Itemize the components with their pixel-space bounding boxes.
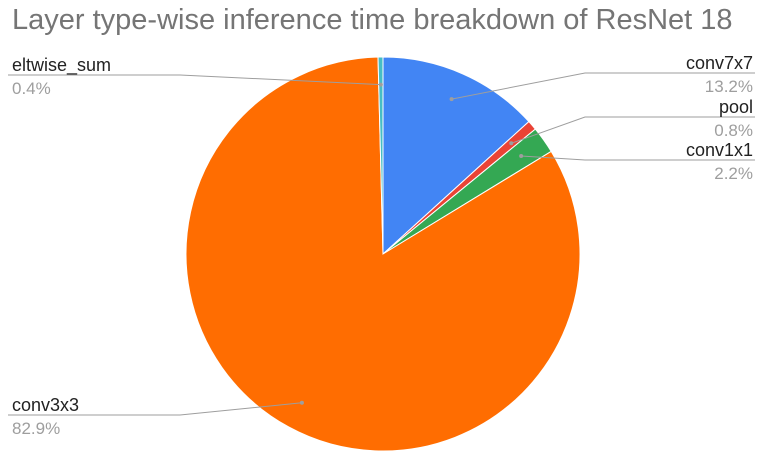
- chart-title: Layer type-wise inference time breakdown…: [12, 4, 733, 36]
- leader-line-eltwise-sum: [8, 74, 381, 86]
- slice-label-eltwise-sum: eltwise_sum: [12, 55, 111, 76]
- leader-line-conv1x1: [521, 155, 755, 161]
- slice-value-pool: 0.8%: [714, 121, 753, 140]
- leader-line-pool: [511, 116, 755, 144]
- pie-slice-conv7x7: [382, 56, 530, 256]
- slice-label-conv3x3: conv3x3: [12, 395, 79, 415]
- slice-value-eltwise-sum: 0.4%: [12, 79, 51, 98]
- slice-value-conv3x3: 82.9%: [12, 419, 60, 438]
- slice-label-conv7x7: conv7x7: [686, 53, 753, 73]
- slice-value-conv1x1: 2.2%: [714, 164, 753, 183]
- pie-slice-eltwise-sum: [377, 56, 384, 255]
- pie-slice-conv3x3: [185, 56, 581, 452]
- slice-label-conv1x1: conv1x1: [686, 140, 753, 160]
- slice-labels: conv7x7 13.2%pool 0.8%conv1x1 2.2% conv3x3 82…: [12, 53, 753, 438]
- leader-lines: [8, 72, 755, 416]
- slice-label-pool: pool: [719, 97, 753, 117]
- leader-line-conv7x7: [451, 72, 755, 100]
- slice-value-conv7x7: 13.2%: [705, 77, 753, 96]
- pie-slices: [185, 56, 581, 452]
- leader-line-conv3x3: [8, 402, 302, 416]
